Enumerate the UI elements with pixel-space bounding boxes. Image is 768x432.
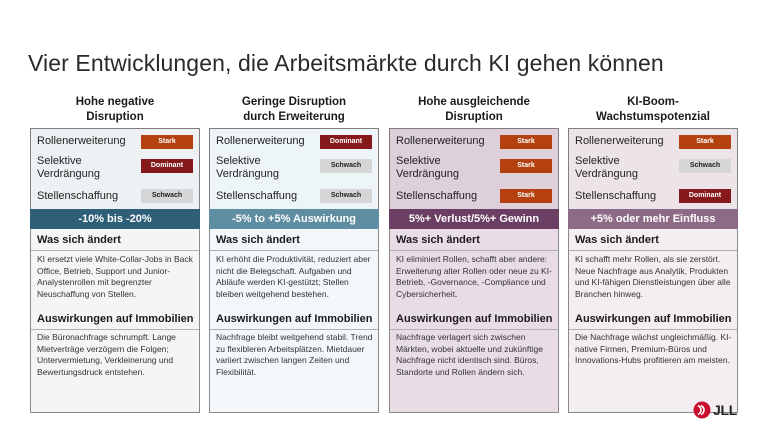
column-heading: Geringe Disruption durch Erweiterung <box>209 94 379 126</box>
section-heading-impact: Auswirkungen auf Immobilien <box>216 313 373 325</box>
role-label-selektive-line-1: Selektive <box>37 155 82 167</box>
column-heading: Hohe ausgleichende Disruption <box>389 94 559 126</box>
section-heading-impact: Auswirkungen auf Immobilien <box>396 313 553 325</box>
change-text: KI eliminiert Rollen, schafft aber ander… <box>396 254 552 299</box>
role-label-selektive-line-1: Selektive <box>575 155 620 167</box>
role-box: Rollenerweiterung Stark Selektive Verdrä… <box>389 128 559 210</box>
role-box: Rollenerweiterung Dominant Selektive Ver… <box>209 128 379 210</box>
impact-bar: -10% bis -20% <box>30 209 200 229</box>
section-heading-change: Was sich ändert <box>37 234 121 246</box>
role-badge-rollenerweiterung: Stark <box>679 135 731 149</box>
column-heading-line-1: Hohe ausgleichende <box>418 96 530 108</box>
change-text: KI schafft mehr Rollen, als sie zerstört… <box>575 254 731 299</box>
role-badge-rollenerweiterung: Dominant <box>320 135 372 149</box>
divider <box>569 329 737 330</box>
change-text: KI ersetzt viele White-Collar-Jobs in Ba… <box>37 254 193 299</box>
column-heading-line-1: KI-Boom- <box>627 96 679 108</box>
divider <box>569 250 737 251</box>
column-heading-line-2: Wachstumspotenzial <box>596 111 710 123</box>
column-heading: Hohe negative Disruption <box>30 94 200 126</box>
role-label-rollenerweiterung: Rollenerweiterung <box>216 135 305 147</box>
role-label-selektive-line-2: Verdrängung <box>37 168 100 180</box>
section-heading-change: Was sich ändert <box>575 234 659 246</box>
detail-box: Was sich ändert KI erhöht die Produktivi… <box>209 229 379 413</box>
role-box: Rollenerweiterung Stark Selektive Verdrä… <box>568 128 738 210</box>
section-heading-change: Was sich ändert <box>216 234 300 246</box>
divider <box>390 329 558 330</box>
impact-text: Die Nachfrage wächst ungleichmäßig. KI-n… <box>575 332 732 365</box>
role-badge-selektive: Schwach <box>320 159 372 173</box>
page-title: Vier Entwicklungen, die Arbeitsmärkte du… <box>28 50 664 76</box>
role-label-selektive-line-2: Verdrängung <box>396 168 459 180</box>
divider <box>31 329 199 330</box>
section-heading-change: Was sich ändert <box>396 234 480 246</box>
column-heading: KI-Boom- Wachstumspotenzial <box>568 94 738 126</box>
detail-box: Was sich ändert KI eliminiert Rollen, sc… <box>389 229 559 413</box>
role-label-selektive-line-1: Selektive <box>396 155 441 167</box>
role-badge-stellenschaffung: Schwach <box>141 189 193 203</box>
jll-logo: JLL <box>693 399 737 421</box>
divider <box>31 250 199 251</box>
column-heading-line-2: Disruption <box>86 111 144 123</box>
detail-box: Was sich ändert KI schafft mehr Rollen, … <box>568 229 738 413</box>
scenario-column-2: Geringe Disruption durch Erweiterung Roll… <box>209 94 379 413</box>
role-label-selektive-line-2: Verdrängung <box>216 168 279 180</box>
role-badge-selektive: Schwach <box>679 159 731 173</box>
change-text: KI erhöht die Produktivität, reduziert a… <box>216 254 371 299</box>
role-badge-stellenschaffung: Stark <box>500 189 552 203</box>
column-heading-line-2: Disruption <box>445 111 503 123</box>
impact-text: Nachfrage bleibt weitgehend stabil. Tren… <box>216 332 373 377</box>
role-label-stellenschaffung: Stellenschaffung <box>216 190 298 202</box>
impact-text: Die Büronachfrage schrumpft. Lange Mietv… <box>37 332 176 377</box>
role-label-selektive-line-1: Selektive <box>216 155 261 167</box>
divider <box>210 329 378 330</box>
column-heading-line-1: Geringe Disruption <box>241 96 347 108</box>
divider <box>210 250 378 251</box>
impact-bar: -5% to +5% Auswirkung <box>209 209 379 229</box>
role-label-rollenerweiterung: Rollenerweiterung <box>575 135 664 147</box>
role-badge-rollenerweiterung: Stark <box>141 135 193 149</box>
role-badge-selektive: Stark <box>500 159 552 173</box>
role-label-rollenerweiterung: Rollenerweiterung <box>37 135 126 147</box>
role-badge-stellenschaffung: Dominant <box>679 189 731 203</box>
scenario-column-3: Hohe ausgleichende Disruption Rollenerwei… <box>389 94 559 413</box>
divider <box>390 250 558 251</box>
impact-bar: +5% oder mehr Einfluss <box>568 209 738 229</box>
role-badge-selektive: Dominant <box>141 159 193 173</box>
role-label-rollenerweiterung: Rollenerweiterung <box>396 135 485 147</box>
role-label-stellenschaffung: Stellenschaffung <box>575 190 657 202</box>
column-heading-line-2: durch Erweiterung <box>243 111 345 123</box>
jll-logo-icon <box>693 401 711 419</box>
role-badge-rollenerweiterung: Stark <box>500 135 552 149</box>
scenario-column-1: Hohe negative Disruption Rollenerweiterun… <box>30 94 200 413</box>
role-box: Rollenerweiterung Stark Selektive Verdrä… <box>30 128 200 210</box>
role-label-selektive-line-2: Verdrängung <box>575 168 638 180</box>
impact-text: Nachfrage verlagert sich zwischen Märkte… <box>396 332 543 377</box>
impact-bar: 5%+ Verlust/5%+ Gewinn <box>389 209 559 229</box>
section-heading-impact: Auswirkungen auf Immobilien <box>37 313 194 325</box>
column-heading-line-1: Hohe negative <box>75 96 155 108</box>
logo-text: JLL <box>713 402 737 418</box>
section-heading-impact: Auswirkungen auf Immobilien <box>575 313 732 325</box>
scenario-column-4: KI-Boom- Wachstumspotenzial Rollenerweite… <box>568 94 738 413</box>
detail-box: Was sich ändert KI ersetzt viele White-C… <box>30 229 200 413</box>
role-badge-stellenschaffung: Schwach <box>320 189 372 203</box>
role-label-stellenschaffung: Stellenschaffung <box>37 190 119 202</box>
role-label-stellenschaffung: Stellenschaffung <box>396 190 478 202</box>
